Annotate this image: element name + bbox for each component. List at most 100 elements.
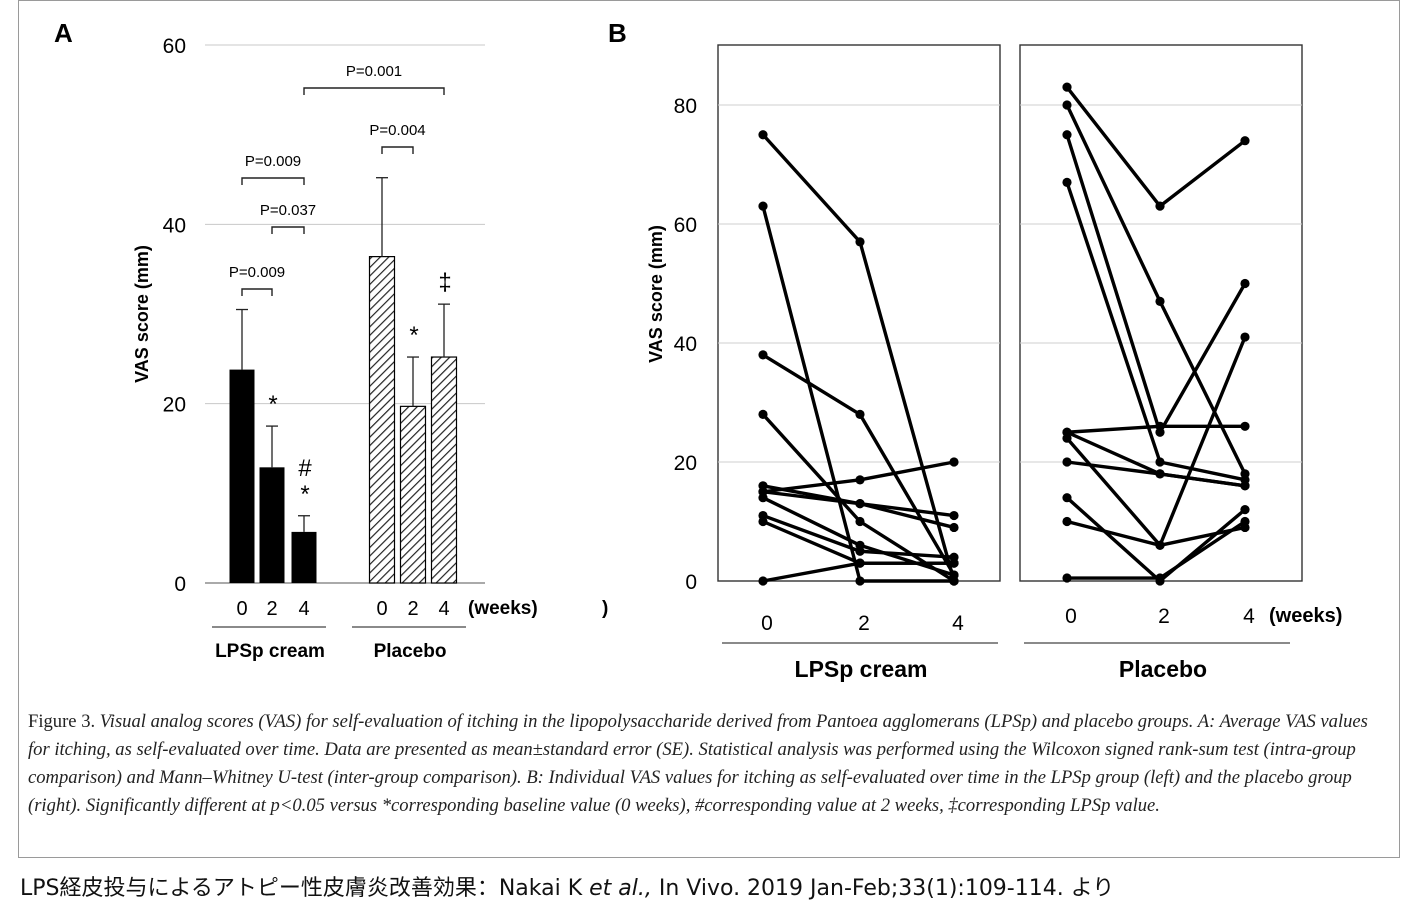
panel-b-line-chart: 0 20 40 60 80 VAS score (mm) 0 2 4 LPSp cream 0 2 4 P…: [646, 44, 1342, 682]
x-tick-label-1-0: 0: [376, 598, 387, 620]
b-point-0-7-0: [758, 493, 768, 503]
pvalue-bracket-4: [303, 87, 445, 95]
b-x-tick-label-0-0: 0: [761, 612, 773, 635]
bar-1-0: [368, 256, 396, 584]
b-point-1-7-1: [1155, 469, 1165, 479]
x-tick-label-1-2: 4: [438, 598, 449, 620]
source-citation: LPS経皮投与によるアトピー性皮膚炎改善効果：Nakai K et al., I…: [20, 870, 1114, 902]
b-x-unit-label: (weeks): [1269, 605, 1342, 627]
b-point-0-3-0: [758, 409, 768, 419]
b-point-1-2-2: [1240, 278, 1250, 289]
bar-0-2: [291, 531, 317, 583]
b-point-0-3-1: [855, 516, 865, 527]
b-point-1-4-2: [1240, 421, 1250, 431]
b-point-1-10-2: [1240, 516, 1250, 527]
significance-marker-0-1-0: *: [268, 391, 277, 418]
x-tick-label-0-1: 2: [266, 598, 277, 620]
y-tick-label-60: 60: [163, 35, 186, 58]
y-tick-label-40: 40: [163, 214, 186, 237]
significance-marker-1-2-0: ‡: [438, 269, 451, 296]
b-point-0-10-1: [855, 558, 865, 568]
b-y-tick-label-0: 0: [685, 571, 697, 594]
b-subpanel-frame-1: [1019, 44, 1303, 582]
b-point-1-0-1: [1155, 201, 1165, 211]
b-point-0-1-1: [855, 576, 865, 586]
b-point-1-9-0: [1062, 516, 1072, 527]
b-y-tick-label-60: 60: [674, 214, 697, 237]
figure-caption: Figure 3. Visual analog scores (VAS) for…: [28, 708, 1380, 820]
b-point-1-7-0: [1062, 457, 1072, 467]
b-point-1-10-0: [1062, 573, 1072, 583]
pvalue-label-1: P=0.037: [260, 202, 316, 219]
b-point-0-10-2: [949, 558, 959, 568]
b-point-1-2-0: [1062, 130, 1072, 140]
b-point-0-5-2: [949, 457, 959, 467]
pvalue-bracket-3: [381, 146, 414, 154]
b-y-axis-label: VAS score (mm): [646, 225, 666, 363]
b-point-0-6-1: [855, 499, 865, 509]
b-x-tick-label-0-1: 2: [858, 612, 870, 635]
b-point-1-8-0: [1062, 493, 1072, 503]
b-point-1-1-1: [1155, 296, 1165, 306]
b-subject-line-1-5: [1066, 430, 1246, 488]
b-point-0-1-0: [758, 201, 768, 211]
b-point-0-2-1: [855, 409, 865, 419]
b-subject-line-1-2: [1065, 134, 1247, 434]
b-y-tick-label-20: 20: [674, 452, 697, 475]
b-y-tick-label-40: 40: [674, 333, 697, 356]
b-point-1-1-0: [1062, 100, 1072, 110]
x-stray-paren: ): [602, 598, 608, 619]
b-x-tick-label-1-1: 2: [1158, 605, 1170, 628]
b-y-tick-label-80: 80: [674, 95, 697, 118]
x-unit-label: (weeks): [468, 598, 538, 619]
pvalue-bracket-1: [271, 226, 305, 234]
panel-label-b: B: [608, 18, 627, 48]
b-point-0-8-1: [855, 546, 865, 556]
b-point-1-0-0: [1062, 82, 1072, 92]
panel-label-a: A: [54, 18, 73, 48]
significance-marker-0-2-0: #: [298, 455, 312, 482]
b-group-label-0: LPSp cream: [795, 656, 928, 682]
source-suffix: In Vivo. 2019 Jan-Feb;33(1):109-114. より: [651, 876, 1115, 901]
b-x-tick-label-1-0: 0: [1065, 605, 1077, 628]
b-point-0-9-0: [758, 516, 768, 527]
source-italic: et al.,: [589, 876, 652, 901]
bar-1-2: [430, 356, 458, 584]
b-subject-line-1-6: [1065, 336, 1247, 547]
b-point-1-3-1: [1155, 457, 1165, 467]
b-point-0-2-0: [758, 350, 768, 360]
b-point-1-10-1: [1155, 573, 1165, 583]
b-point-1-7-2: [1240, 481, 1250, 491]
b-point-0-6-2: [949, 522, 959, 533]
bar-0-0: [229, 369, 255, 583]
pvalue-label-4: P=0.001: [346, 63, 402, 80]
b-point-0-0-1: [855, 237, 865, 247]
b-point-1-9-1: [1155, 540, 1165, 550]
y-axis-label: VAS score (mm): [132, 245, 152, 383]
b-point-1-8-2: [1240, 505, 1250, 515]
pvalue-bracket-0: [241, 288, 273, 296]
b-subject-line-0-0: [761, 133, 956, 582]
b-point-0-0-0: [758, 130, 768, 140]
bar-0-1: [259, 467, 285, 583]
b-point-1-6-0: [1062, 433, 1072, 443]
x-tick-label-0-2: 4: [298, 598, 309, 620]
b-point-1-4-1: [1155, 421, 1165, 431]
b-point-0-7-2: [949, 570, 959, 580]
b-point-0-4-2: [949, 510, 959, 521]
b-x-tick-label-0-2: 4: [952, 612, 964, 635]
caption-label: Figure 3.: [28, 711, 100, 732]
pvalue-label-3: P=0.004: [369, 122, 425, 139]
source-prefix: LPS経皮投与によるアトピー性皮膚炎改善効果：Nakai K: [20, 876, 590, 901]
b-point-1-0-2: [1240, 136, 1250, 146]
pvalue-label-2: P=0.009: [245, 153, 301, 170]
significance-marker-1-1-0: *: [409, 322, 418, 349]
x-tick-label-1-1: 2: [407, 598, 418, 620]
y-tick-label-0: 0: [174, 573, 186, 596]
bar-1-1: [399, 405, 427, 584]
b-x-tick-label-1-2: 4: [1243, 605, 1255, 628]
b-group-label-1: Placebo: [1119, 656, 1207, 682]
b-point-1-3-0: [1062, 177, 1072, 187]
b-point-0-5-1: [855, 475, 865, 485]
